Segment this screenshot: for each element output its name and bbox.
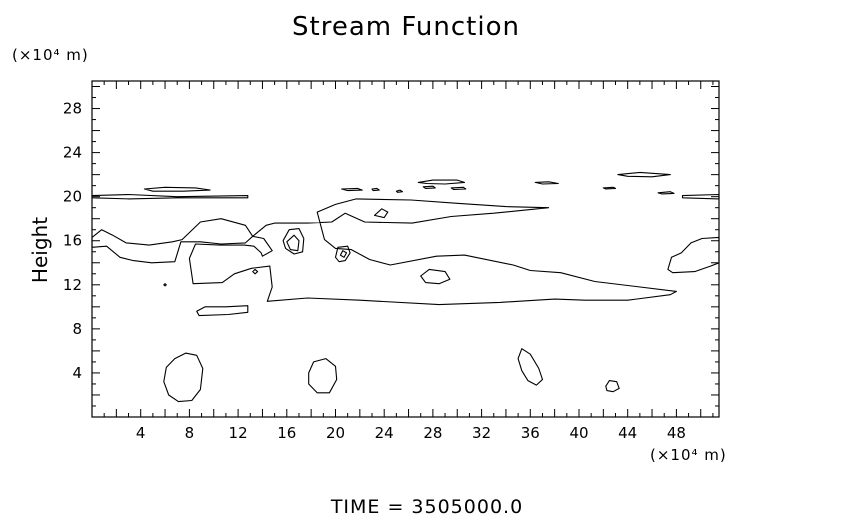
x-tick-label: 8: [185, 424, 195, 442]
contour-patch-d: [395, 189, 404, 193]
x-tick-label: 32: [472, 424, 491, 442]
contour-patch-a: [143, 186, 211, 192]
contour-tiny-13: [252, 268, 259, 275]
y-tick-label: 16: [63, 232, 82, 250]
contour-dot-6: [163, 283, 167, 287]
x-tick-label: 20: [326, 424, 345, 442]
contour-patch-i: [617, 171, 671, 178]
y-axis-label: Height: [28, 216, 52, 284]
y-tick-label: 4: [72, 364, 82, 382]
time-footer: TIME = 3505000.0: [330, 496, 524, 518]
contour-patch-c: [371, 187, 380, 192]
y-tick-label: 8: [72, 320, 82, 338]
x-tick-label: 40: [569, 424, 588, 442]
contour-main-band: [91, 198, 677, 306]
contour-patch-g: [450, 186, 467, 191]
contour-oval-28: [420, 268, 451, 285]
y-tick-label: 24: [63, 144, 82, 162]
y-tick-label: 12: [63, 276, 82, 294]
y-tick-label: 28: [63, 100, 82, 118]
contour-oval-10: [196, 305, 249, 317]
y-unit-label: (×10⁴ m): [12, 46, 89, 64]
contour-lines: [91, 171, 720, 403]
x-tick-label: 28: [423, 424, 442, 442]
x-tick-label: 36: [521, 424, 540, 442]
x-tick-label: 24: [375, 424, 394, 442]
contour-patch-h: [534, 181, 559, 185]
contour-upper-band-right: [681, 193, 720, 200]
contour-oval-7: [163, 352, 204, 403]
contour-right-lobe: [667, 236, 720, 274]
plot-frame: [91, 80, 720, 418]
contour-oval-19: [308, 358, 338, 394]
contour-patch-b: [341, 187, 363, 192]
contour-inner-16: [286, 234, 300, 252]
contour-oval-43: [605, 380, 620, 393]
contour-patch-f: [422, 185, 436, 189]
x-tick-label: 44: [618, 424, 637, 442]
contour-patch-j: [602, 186, 617, 190]
y-tick-label: 20: [63, 188, 82, 206]
x-tick-label: 48: [667, 424, 686, 442]
contour-inner-20: [339, 250, 348, 258]
contour-closed-20: [334, 245, 351, 263]
x-tick-label: 12: [229, 424, 248, 442]
x-tick-label: 16: [277, 424, 296, 442]
contour-patch-e: [417, 179, 466, 185]
contour-closed-16: [282, 228, 305, 255]
contour-oval-36: [517, 348, 544, 386]
contour-upper-band-left: [91, 193, 249, 200]
contour-small-oval-24: [373, 208, 389, 219]
x-tick-label: 4: [136, 424, 146, 442]
chart-title: Stream Function: [292, 12, 520, 42]
x-unit-label: (×10⁴ m): [650, 446, 727, 464]
contour-patch-k: [657, 191, 675, 195]
